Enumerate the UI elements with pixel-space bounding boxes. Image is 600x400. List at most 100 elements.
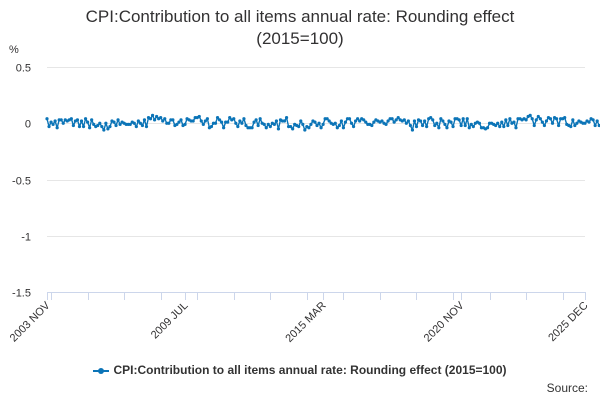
data-point[interactable] (71, 123, 75, 128)
data-point[interactable] (544, 119, 549, 123)
data-point[interactable] (153, 118, 157, 122)
data-point[interactable] (148, 117, 153, 121)
data-point[interactable] (347, 117, 352, 121)
data-point[interactable] (242, 117, 246, 121)
data-point[interactable] (96, 123, 100, 128)
data-point[interactable] (79, 119, 84, 123)
data-point[interactable] (167, 121, 171, 125)
data-point[interactable] (370, 123, 374, 128)
data-point[interactable] (595, 119, 599, 123)
data-point[interactable] (100, 125, 104, 129)
data-point[interactable] (502, 125, 506, 129)
data-point[interactable] (471, 125, 475, 129)
data-point[interactable] (75, 118, 80, 122)
data-point[interactable] (155, 114, 159, 119)
data-point[interactable] (418, 119, 423, 123)
data-point[interactable] (128, 122, 132, 126)
data-point[interactable] (425, 125, 429, 129)
data-point[interactable] (240, 121, 244, 125)
data-point[interactable] (51, 122, 55, 126)
data-point[interactable] (282, 119, 287, 123)
data-point[interactable] (264, 126, 268, 130)
data-point[interactable] (106, 127, 110, 131)
data-point[interactable] (554, 117, 559, 121)
data-point[interactable] (191, 119, 195, 123)
data-point[interactable] (213, 121, 218, 125)
data-point[interactable] (203, 119, 207, 123)
data-point[interactable] (284, 116, 289, 120)
data-point[interactable] (142, 118, 147, 122)
data-point[interactable] (163, 117, 167, 121)
data-point[interactable] (325, 117, 329, 121)
data-point[interactable] (319, 126, 323, 130)
data-point[interactable] (557, 123, 561, 128)
data-point[interactable] (593, 123, 597, 128)
data-point[interactable] (496, 121, 500, 125)
data-point[interactable] (404, 121, 408, 125)
data-point[interactable] (597, 123, 600, 128)
data-point[interactable] (77, 125, 82, 129)
data-point[interactable] (429, 116, 433, 120)
data-point[interactable] (575, 121, 579, 125)
data-point[interactable] (88, 126, 92, 130)
data-point[interactable] (333, 121, 337, 125)
data-point[interactable] (228, 116, 232, 120)
data-point[interactable] (159, 116, 163, 120)
data-point[interactable] (469, 122, 473, 126)
data-point[interactable] (49, 120, 53, 124)
data-point[interactable] (276, 127, 281, 131)
data-point[interactable] (536, 114, 540, 119)
data-point[interactable] (258, 117, 262, 121)
data-point[interactable] (301, 122, 305, 126)
data-point[interactable] (83, 117, 88, 121)
data-point[interactable] (197, 114, 201, 119)
data-point[interactable] (477, 121, 482, 125)
data-point[interactable] (356, 117, 360, 121)
data-point[interactable] (573, 123, 577, 128)
data-point[interactable] (262, 122, 266, 126)
data-point[interactable] (108, 125, 112, 129)
data-point[interactable] (252, 120, 256, 124)
data-point[interactable] (134, 125, 138, 129)
data-point[interactable] (175, 122, 179, 126)
data-point[interactable] (274, 119, 279, 123)
data-point[interactable] (524, 118, 528, 122)
data-point[interactable] (132, 121, 136, 125)
data-point[interactable] (587, 120, 591, 124)
data-point[interactable] (161, 119, 165, 123)
data-point[interactable] (412, 119, 417, 123)
data-point[interactable] (563, 116, 567, 120)
data-point[interactable] (494, 123, 498, 128)
data-point[interactable] (402, 118, 406, 122)
data-point[interactable] (317, 121, 321, 125)
data-point[interactable] (266, 122, 270, 126)
data-point[interactable] (297, 125, 301, 129)
data-point[interactable] (358, 119, 362, 123)
data-point[interactable] (449, 120, 453, 124)
data-point[interactable] (392, 120, 396, 124)
data-point[interactable] (215, 116, 220, 120)
data-point[interactable] (217, 118, 222, 122)
data-point[interactable] (335, 126, 339, 130)
data-point[interactable] (150, 113, 155, 117)
data-point[interactable] (254, 118, 258, 122)
data-point[interactable] (414, 125, 419, 129)
data-point[interactable] (500, 120, 504, 124)
data-point[interactable] (102, 128, 106, 132)
data-point[interactable] (408, 123, 412, 128)
data-point[interactable] (236, 125, 240, 129)
data-point[interactable] (343, 120, 348, 124)
data-point[interactable] (205, 117, 209, 121)
data-point[interactable] (441, 119, 445, 123)
data-point[interactable] (534, 118, 538, 122)
data-point[interactable] (498, 125, 502, 129)
data-point[interactable] (538, 117, 542, 121)
data-point[interactable] (307, 126, 311, 130)
data-point[interactable] (199, 119, 203, 123)
data-point[interactable] (362, 118, 366, 122)
data-point[interactable] (461, 117, 465, 121)
data-point[interactable] (315, 123, 319, 128)
data-point[interactable] (171, 118, 175, 122)
data-point[interactable] (47, 125, 51, 129)
data-point[interactable] (209, 125, 214, 129)
